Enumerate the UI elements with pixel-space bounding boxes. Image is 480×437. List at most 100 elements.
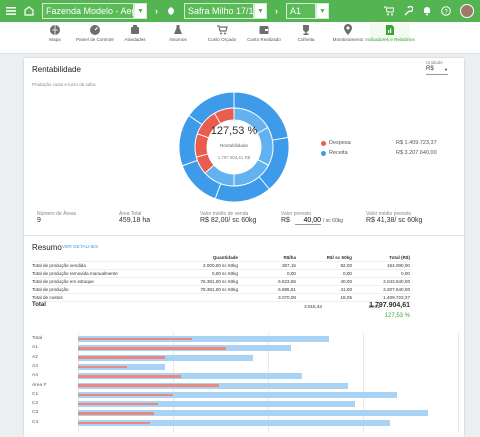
table-header-cell: R$/ sc 60kg [326, 255, 352, 260]
stat-area-total-label: Área Total [119, 211, 142, 217]
table-cell: 82,00 [340, 263, 353, 268]
unit-select[interactable]: R$ ▼ [426, 66, 448, 75]
donut-center-sub: 1.797.904,61 R$ [217, 155, 251, 160]
nav-item-label: Atividades [124, 37, 146, 42]
revenue-bar [78, 336, 329, 342]
bell-icon[interactable] [422, 6, 432, 16]
bar-label: C2 [32, 401, 39, 407]
table-cell: 18,05 [340, 295, 353, 300]
nav-item-label: Mapa [49, 37, 61, 42]
table-cell: Total de produção [32, 287, 69, 292]
flask-icon [172, 23, 184, 37]
stat-forecast-label: Valor previsto [281, 211, 312, 217]
nav-item-wallet[interactable]: Custo Realizado [244, 23, 284, 42]
revenue-bar [78, 373, 303, 380]
gridline [458, 333, 459, 433]
trophy-icon [300, 23, 312, 37]
nav-item-activities[interactable]: Atividades [115, 23, 155, 42]
table-cell: 40,00 [340, 279, 353, 284]
table-cell: 6.623,56 [278, 279, 296, 284]
wrench-icon[interactable] [403, 6, 413, 16]
chevron-down-icon[interactable]: ▼ [254, 3, 267, 19]
module-nav: Mapa Painel de Controle Atividades Insumos C… [0, 22, 480, 54]
cost-bar [78, 337, 192, 341]
stat-areas-value: 9 [37, 217, 41, 224]
nav-item-pin[interactable]: Monitoramento [328, 23, 368, 42]
table-cell: 0,00 [343, 271, 352, 276]
revenue-bar [78, 354, 253, 361]
field-selector[interactable]: A1 ▼ [286, 3, 329, 19]
donut-center-label: Rentabilidade [219, 143, 249, 148]
divider [24, 235, 464, 236]
stat-avg-sale-label: Valor médio de venda [200, 211, 249, 217]
rentability-donut [178, 91, 290, 203]
cart-icon[interactable] [384, 6, 394, 16]
bar-label: C3 [32, 410, 39, 416]
map-icon [49, 23, 61, 37]
harvest-name: Safra Milho 17/18 [184, 3, 259, 19]
leaf-icon [166, 6, 176, 16]
chevron-down-icon[interactable]: ▼ [316, 3, 329, 19]
nav-item-label: Custo Realizado [247, 37, 281, 42]
chevron-down-icon[interactable]: ▼ [134, 3, 147, 19]
legend-despesa: Despesa R$ 1.409.723,37 [321, 140, 451, 148]
farm-name: Fazenda Modelo - Aegro [42, 3, 145, 19]
bar-label: C1 [32, 391, 39, 397]
pin-icon [342, 23, 354, 37]
table-header: Quantidade R$/ha R$/ sc 60kg Total (R$) [32, 254, 412, 262]
nav-item-label: Painel de Controle [76, 37, 114, 42]
table-header-cell: Total (R$) [389, 255, 410, 260]
total-label: Total [32, 302, 46, 308]
table-cell: 0,00 sc 60kg [211, 271, 238, 276]
chevron-right-icon: › [155, 6, 158, 16]
menu-icon[interactable] [6, 7, 16, 15]
stat-avg-sale-value: R$ 82,00/ sc 60kg [200, 217, 257, 224]
table-row: Total de custos 3.070,08 18,05 1.409.723,37 [32, 294, 412, 302]
donut-center-pct: 127,53 % [210, 125, 258, 137]
donut-hole [207, 120, 261, 174]
table-cell: 76.391,00 sc 60kg [200, 279, 238, 284]
total-value: 1.797.904,61 [369, 302, 410, 309]
table-cell: 3.043.640,00 [383, 279, 410, 284]
table-cell: 164.000,00 [387, 263, 410, 268]
help-icon[interactable]: ? [441, 6, 451, 16]
see-details-link[interactable]: VER DETALHES [62, 245, 99, 250]
farm-icon [24, 6, 34, 16]
avatar[interactable] [460, 4, 474, 18]
table-cell: 41,00 [340, 287, 353, 292]
nav-item-label: Monitoramento [332, 37, 364, 42]
harvest-selector[interactable]: Safra Milho 17/18 ▼ [184, 3, 267, 19]
table-cell: 6.985,51 [278, 287, 296, 292]
cost-bar [78, 402, 158, 406]
legend-despesa-value: R$ 1.409.723,37 [396, 140, 437, 146]
table-header-cell: Quantidade [212, 255, 238, 260]
table-cell: Total de custos [32, 295, 63, 300]
bar-label: A2 [32, 354, 38, 360]
svg-text:?: ? [444, 9, 448, 15]
farm-selector[interactable]: Fazenda Modelo - Aegro ▼ [42, 3, 147, 19]
unit-label: Unidade [426, 60, 443, 65]
table-cell: Total de produção em estoque [32, 279, 94, 284]
legend-receita: Receita R$ 3.207.640,00 [321, 150, 451, 158]
table-cell: Total de produção vendida [32, 263, 86, 268]
nav-item-dashboard[interactable]: Painel de Controle [75, 23, 115, 42]
cart-icon [216, 23, 228, 37]
nav-item-map[interactable]: Mapa [35, 23, 75, 42]
forecast-input[interactable] [295, 216, 321, 225]
cost-bar [78, 421, 151, 424]
nav-item-label: Indicadores e Relatórios [365, 37, 415, 42]
receita-dot [321, 151, 326, 156]
nav-item-trophy[interactable]: Colheita [286, 23, 326, 42]
stat-forecast-field: R$ / sc 60kg [281, 216, 353, 226]
stat-areas-label: Número de Áreas [37, 211, 77, 217]
nav-item-report[interactable]: Indicadores e Relatórios [365, 23, 415, 42]
cost-bar [78, 365, 128, 369]
summary-table: Quantidade R$/ha R$/ sc 60kg Total (R$) Tota… [32, 254, 412, 302]
chevron-down-icon: ▼ [444, 67, 448, 72]
section-title: Rentabilidade [32, 65, 81, 74]
nav-item-flask[interactable]: Insumos [158, 23, 198, 42]
nav-item-cart[interactable]: Custo Orçado [202, 23, 242, 42]
legend-despesa-name: Despesa [329, 140, 351, 146]
revenue-bar [78, 410, 428, 417]
activities-icon [129, 23, 141, 37]
